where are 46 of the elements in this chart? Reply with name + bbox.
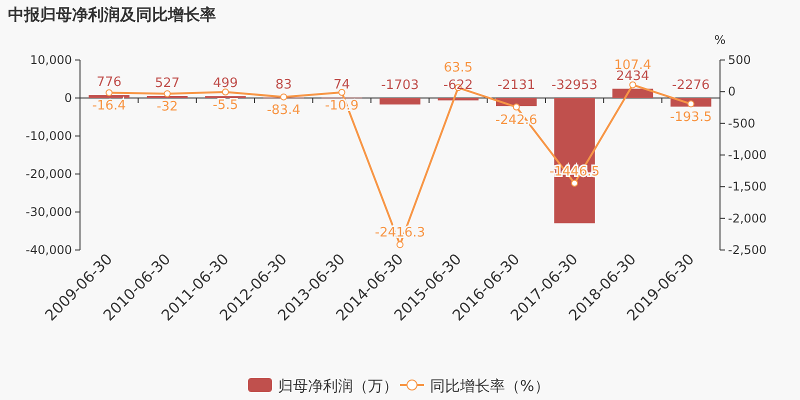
y-tick-label: -30,000 [26,205,72,219]
data-label: -1703 [381,78,419,93]
y-tick-label: 0 [64,91,72,105]
point [396,241,404,248]
point [687,100,694,108]
data-label: 776 [96,75,122,90]
data-label: -193.5 [670,110,712,125]
data-label: -16.4 [92,98,126,114]
y2-tick-label: -1,500 [728,180,767,194]
data-label: -622 [443,78,473,93]
data-label: 499 [213,76,238,92]
data-label: -2276 [672,78,710,93]
data-label: -32 [156,100,178,115]
y2-tick-label: -2,000 [728,211,767,226]
point [338,88,346,96]
y2-tick-label: 0 [728,84,736,99]
point [629,81,636,88]
bar [380,98,420,104]
y-tick-label: -20,000 [26,167,72,181]
data-label: -5.5 [212,98,238,114]
data-label: -83.4 [266,102,300,118]
data-label: 83 [275,78,292,93]
point [280,93,288,100]
point [512,104,520,111]
data-label: -32953 [552,78,598,93]
y2-tick-label: 500 [728,53,751,67]
y2-tick-label: -1,000 [728,148,767,162]
data-label: 74 [334,78,350,93]
y2-axis-title: % [714,33,726,47]
bar [88,95,130,98]
point [222,88,229,96]
point [164,90,171,98]
y2-tick-label: -2,500 [728,243,767,257]
point [106,89,113,96]
y-tick-label: -40,000 [26,243,72,257]
point [571,180,578,187]
chart-title: 中报归母净利润及同比增长率 [8,5,216,24]
data-label: -2131 [497,78,536,93]
legend-label: 同比增长率（%） [430,377,550,395]
data-label: 527 [154,76,180,91]
data-label: 63.5 [444,60,473,76]
y-tick-label: 10,000 [30,53,72,67]
y-tick-label: -10,000 [26,129,72,143]
data-label: 2434 [616,68,650,84]
legend-label: 归母净利润（万） [278,377,398,395]
y2-tick-label: -500 [728,116,756,130]
